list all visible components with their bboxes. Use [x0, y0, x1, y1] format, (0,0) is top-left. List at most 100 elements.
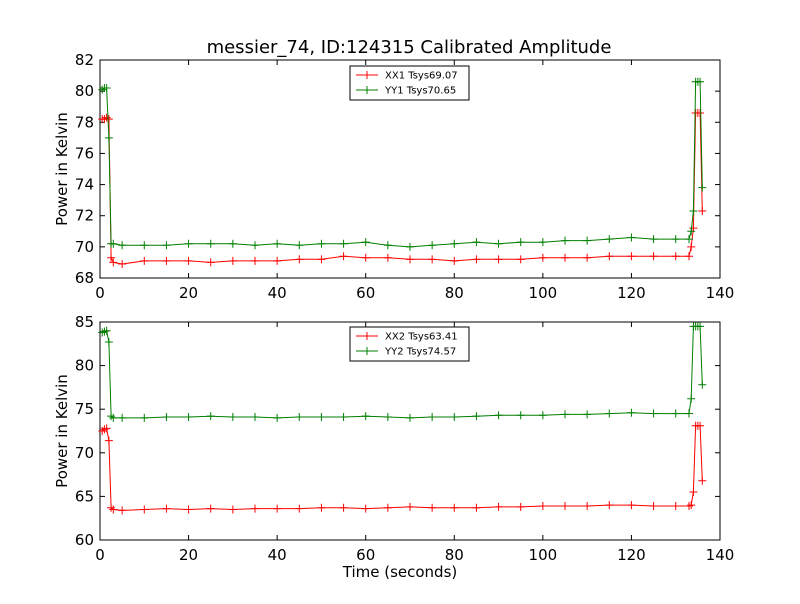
x-tick-label: 140 [706, 284, 735, 302]
y-axis-label: Power in Kelvin [53, 374, 71, 488]
y-tick-label: 78 [75, 113, 94, 131]
series-point [273, 413, 282, 422]
series-point [671, 252, 680, 261]
legend-marker [363, 332, 371, 340]
legend-marker [363, 347, 371, 355]
x-tick-label: 40 [268, 284, 287, 302]
series-point [685, 252, 693, 261]
x-axis-label: Time (seconds) [342, 563, 458, 581]
series-point [104, 436, 113, 445]
legend-box [349, 65, 470, 101]
x-tick-label: 80 [445, 284, 464, 302]
y-axis-label: Power in Kelvin [53, 112, 71, 226]
series-point [104, 338, 113, 347]
series-point [361, 238, 370, 247]
series-point [228, 413, 237, 422]
series-point [206, 258, 215, 267]
series-point [228, 256, 237, 265]
series-point [206, 504, 215, 513]
series-point [317, 413, 326, 422]
series-point [383, 253, 392, 262]
series-point [118, 413, 127, 422]
chart-1: 0 20 40 60 80 100 120 140 68 70 72 74 76 78 80 82 Power … [53, 51, 734, 302]
x-tick-label: 100 [529, 546, 558, 564]
series-point [516, 502, 525, 511]
series-point [102, 424, 111, 433]
series-point [538, 411, 547, 420]
series-point [696, 108, 705, 117]
series-point [406, 502, 414, 511]
series-point [472, 255, 481, 264]
series-point [605, 252, 614, 261]
series-point [696, 421, 705, 430]
series-point [184, 239, 193, 248]
series-point [118, 241, 127, 250]
series-point [649, 409, 658, 418]
series-point [698, 183, 707, 192]
series-point [206, 412, 215, 421]
series-point [450, 256, 459, 265]
y-tick-label: 70 [75, 238, 94, 256]
series-point [561, 410, 569, 419]
series-point [450, 413, 459, 422]
series-point [140, 413, 149, 422]
series-point [649, 252, 658, 261]
series-point [104, 133, 113, 142]
series-point [162, 504, 171, 513]
series-point [685, 235, 693, 244]
series-point [118, 259, 127, 268]
y-tick-label: 80 [75, 82, 94, 100]
series-point [689, 207, 698, 216]
series-point [561, 236, 569, 245]
series-point [295, 413, 304, 422]
series-point [273, 239, 282, 248]
y-tick-label: 74 [75, 176, 94, 194]
series-point [162, 413, 171, 422]
series-point [649, 501, 658, 510]
x-tick-label: 140 [706, 546, 735, 564]
series-point [206, 239, 215, 248]
series-point [649, 235, 658, 244]
series-point [107, 253, 116, 262]
series-point [583, 253, 592, 262]
series-point [538, 253, 547, 262]
series-point [494, 255, 503, 264]
series-point [295, 241, 304, 250]
series-point [696, 77, 705, 86]
series-point [317, 239, 326, 248]
series-point [538, 238, 547, 247]
series-point [361, 412, 370, 421]
series-point [109, 239, 118, 248]
series-point [428, 255, 437, 264]
series-point [627, 252, 636, 261]
series-point [102, 326, 111, 335]
series-point [383, 413, 392, 422]
series-point [671, 501, 680, 510]
series-point [162, 256, 171, 265]
chart-2: 0 20 40 60 80 100 120 140 60 65 70 75 80 85 Power in K… [53, 313, 734, 581]
y-tick-label: 60 [75, 531, 94, 549]
series-point [228, 239, 237, 248]
series-point [339, 252, 348, 261]
x-tick-label: 0 [95, 546, 105, 564]
series-point [406, 255, 414, 264]
x-tick-label: 60 [356, 546, 375, 564]
legend-marker [363, 86, 371, 94]
legend-label: YY2 Tsys74.57 [384, 347, 456, 358]
series-point [406, 242, 414, 251]
y-tick-label: 70 [75, 444, 94, 462]
series-point [109, 413, 118, 422]
series-point [273, 256, 282, 265]
series-point [605, 409, 614, 418]
series-point [627, 233, 636, 242]
y-tick-label: 68 [75, 269, 94, 287]
series-point [118, 506, 127, 515]
series-point [605, 501, 614, 510]
series-point [494, 502, 503, 511]
series-point [140, 241, 149, 250]
series-point [317, 255, 326, 264]
series-point [627, 501, 636, 510]
series-point [698, 476, 707, 485]
